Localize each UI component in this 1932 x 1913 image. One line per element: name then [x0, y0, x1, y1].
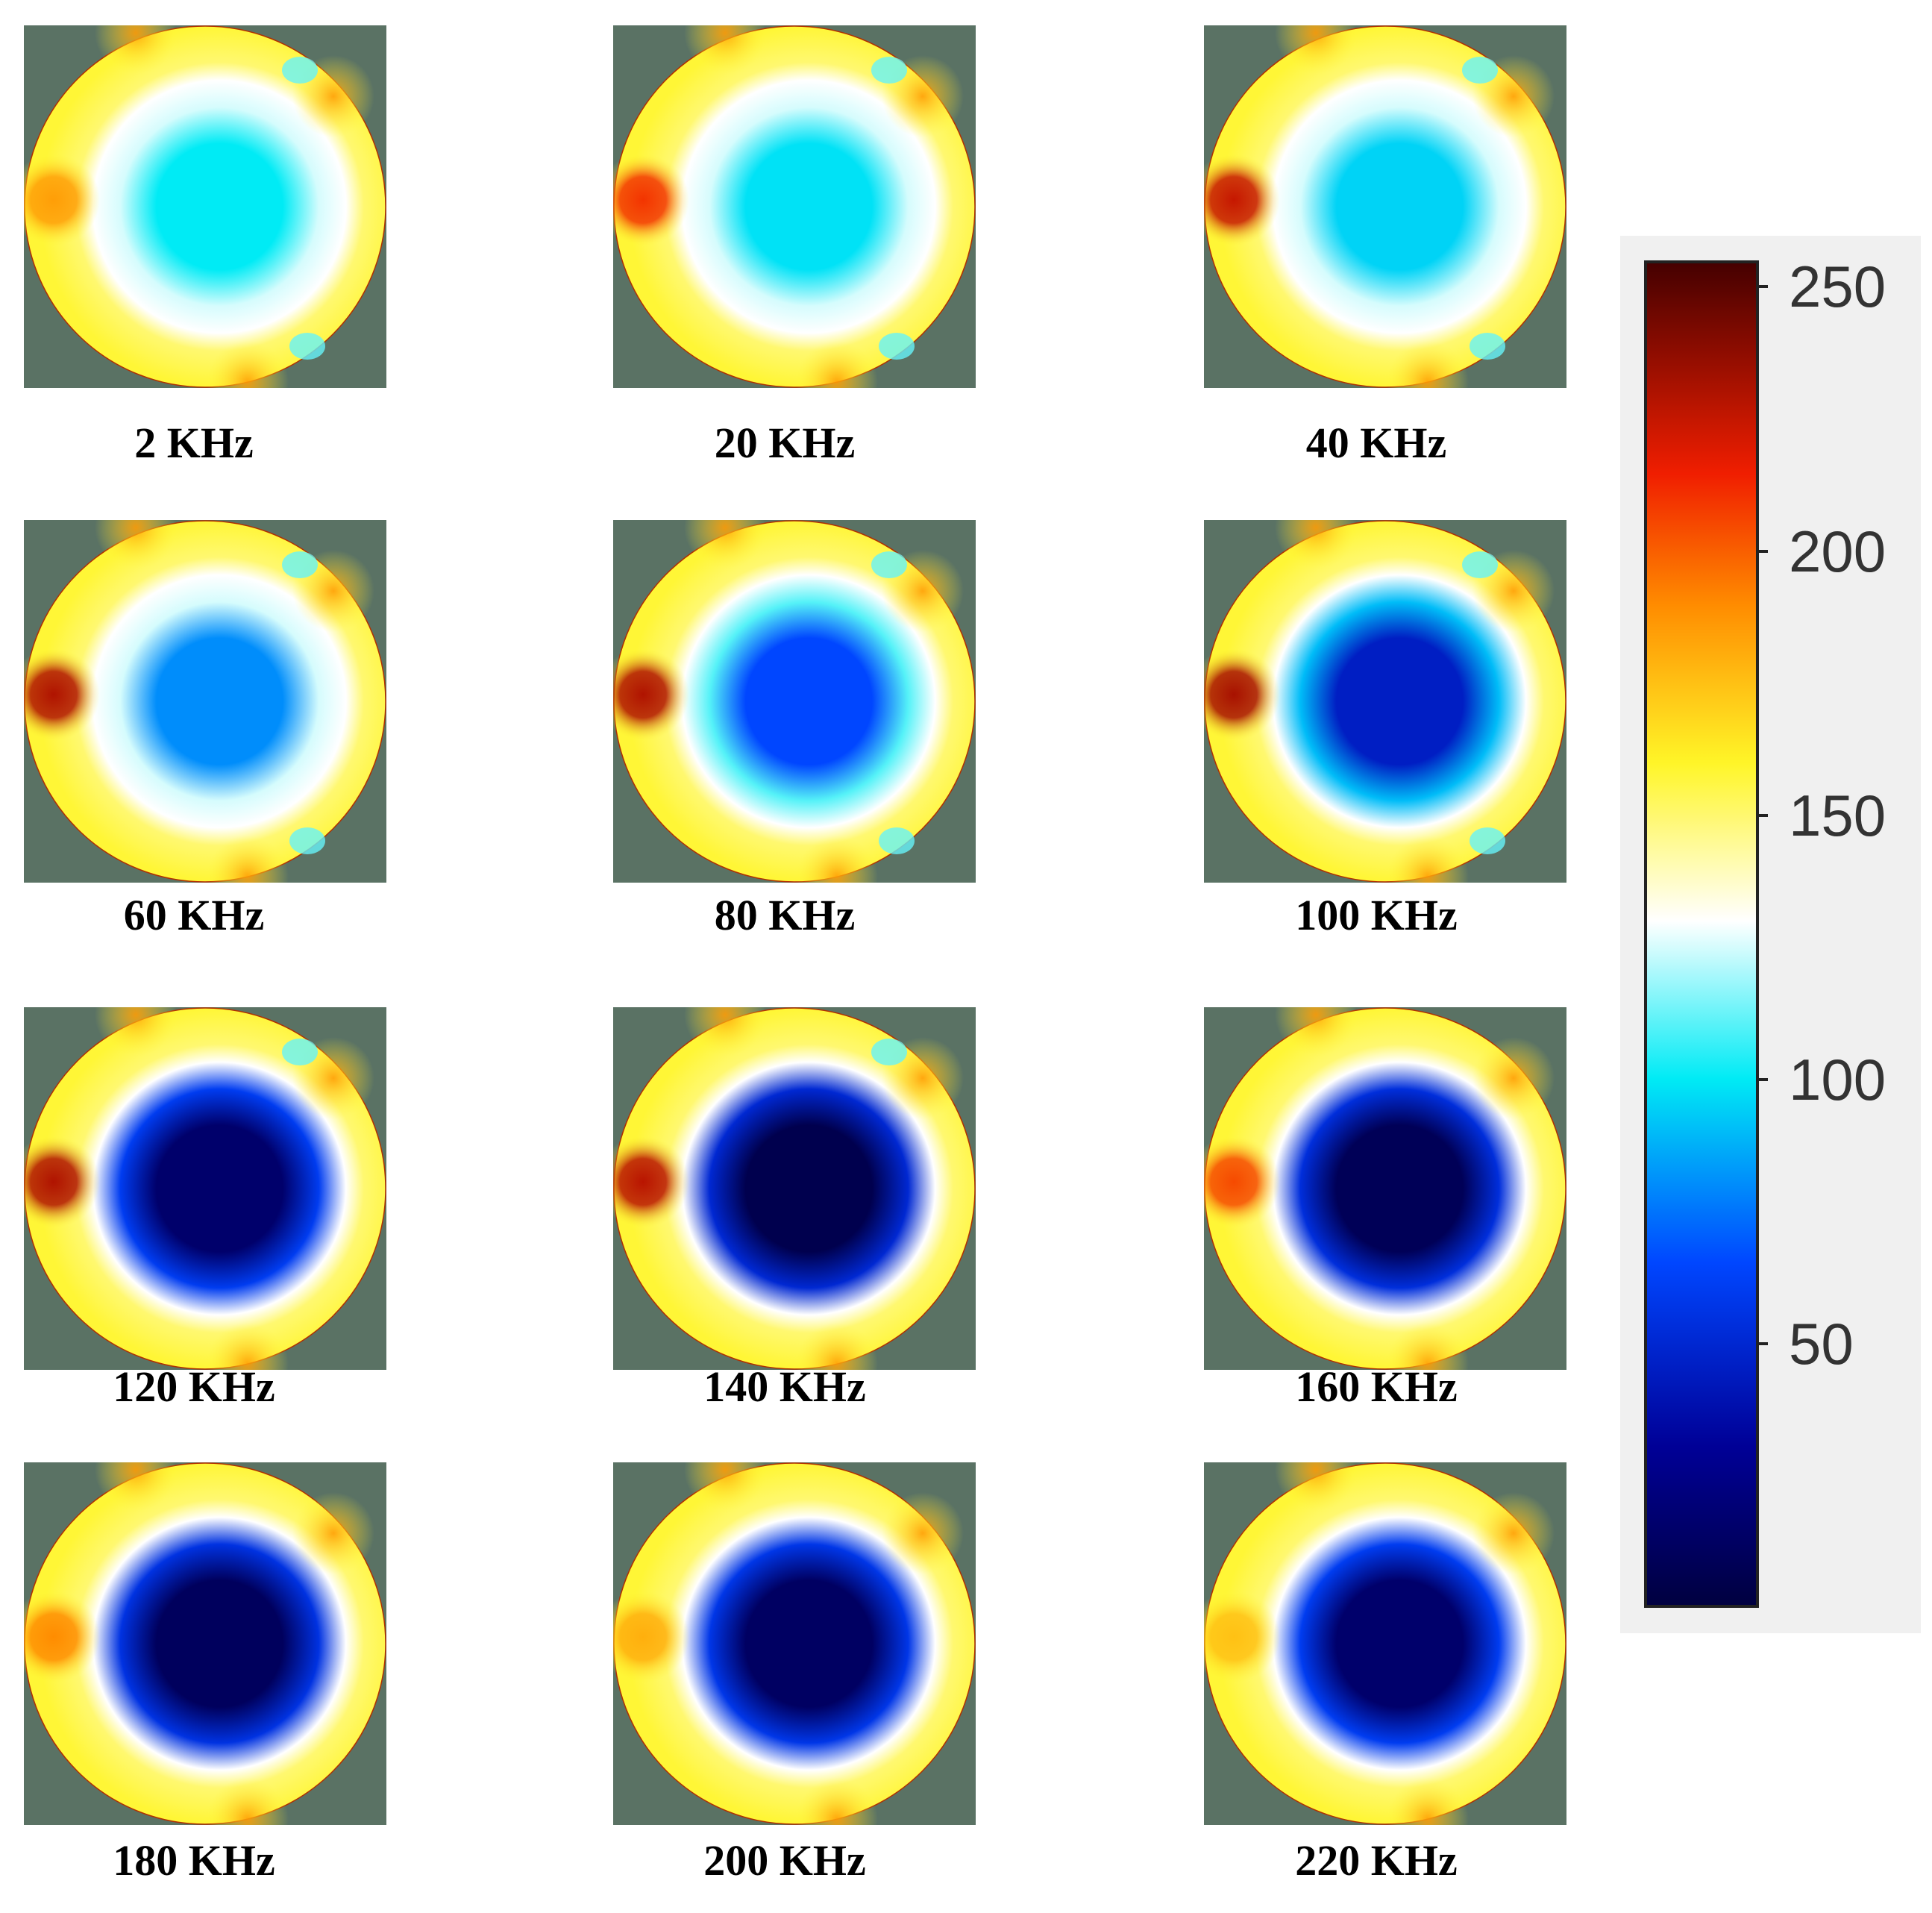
- edge-spot: [1472, 1037, 1555, 1119]
- edge-cool-spot: [871, 1039, 907, 1065]
- frequency-label: 20 KHz: [714, 419, 856, 467]
- edge-spot: [1275, 1462, 1357, 1511]
- edge-spot: [1387, 1778, 1469, 1825]
- left-hot-spot: [613, 1136, 689, 1228]
- edge-spot: [1472, 1492, 1555, 1574]
- edge-cool-spot: [289, 333, 325, 360]
- colorbar-tick: [1757, 549, 1768, 553]
- edge-spot: [95, 520, 177, 569]
- edge-cool-spot: [282, 1039, 318, 1065]
- edge-spot: [207, 1323, 289, 1370]
- colorbar-tick-label: 250: [1789, 254, 1886, 320]
- edge-cool-spot: [282, 57, 318, 84]
- edge-spot: [95, 1007, 177, 1056]
- edge-spot: [1387, 1323, 1469, 1370]
- frequency-label: 2 KHz: [134, 419, 254, 467]
- heatmap-panel: [1204, 25, 1566, 388]
- edge-cool-spot: [289, 827, 325, 854]
- colorbar-tick-label: 50: [1789, 1310, 1854, 1377]
- edge-spot: [1275, 520, 1357, 569]
- edge-spot: [684, 25, 766, 74]
- heatmap-panel: [613, 25, 976, 388]
- left-hot-spot: [1204, 154, 1280, 246]
- left-hot-spot: [24, 154, 100, 246]
- edge-spot: [684, 520, 766, 569]
- heatmap-panel: [24, 1007, 386, 1370]
- left-hot-spot: [24, 1591, 100, 1683]
- heatmap-panel: [613, 1462, 976, 1825]
- frequency-label: 200 KHz: [703, 1836, 866, 1885]
- frequency-label: 180 KHz: [113, 1836, 275, 1885]
- edge-cool-spot: [282, 551, 318, 578]
- colorbar-tick: [1757, 813, 1768, 817]
- frequency-label: 220 KHz: [1295, 1836, 1458, 1885]
- left-hot-spot: [1204, 648, 1280, 741]
- left-hot-spot: [613, 648, 689, 741]
- colorbar-tick-label: 150: [1789, 782, 1886, 848]
- frequency-label: 100 KHz: [1295, 891, 1458, 939]
- left-hot-spot: [1204, 1591, 1280, 1683]
- left-hot-spot: [24, 1136, 100, 1228]
- edge-spot: [95, 25, 177, 74]
- heatmap-panel: [613, 1007, 976, 1370]
- heatmap-panel: [24, 520, 386, 883]
- edge-cool-spot: [879, 827, 915, 854]
- frequency-label: 60 KHz: [123, 891, 265, 939]
- edge-spot: [207, 836, 289, 883]
- frequency-label: 40 KHz: [1305, 419, 1447, 467]
- edge-spot: [1387, 341, 1469, 388]
- edge-cool-spot: [871, 551, 907, 578]
- colorbar: 50 100 150 200 250: [1620, 236, 1921, 1633]
- edge-spot: [1387, 836, 1469, 883]
- edge-cool-spot: [1462, 551, 1498, 578]
- edge-spot: [796, 836, 878, 883]
- edge-cool-spot: [1462, 57, 1498, 84]
- edge-spot: [1275, 25, 1357, 74]
- edge-spot: [796, 1778, 878, 1825]
- left-hot-spot: [613, 154, 689, 246]
- edge-spot: [207, 341, 289, 388]
- edge-spot: [207, 1778, 289, 1825]
- colorbar-tick-label: 100: [1789, 1046, 1886, 1112]
- edge-spot: [684, 1462, 766, 1511]
- frequency-label: 160 KHz: [1295, 1362, 1458, 1411]
- heatmap-panel: [24, 25, 386, 388]
- colorbar-gradient: [1644, 260, 1759, 1608]
- left-hot-spot: [24, 648, 100, 741]
- edge-cool-spot: [871, 57, 907, 84]
- colorbar-tick: [1757, 1077, 1768, 1081]
- frequency-label: 140 KHz: [703, 1362, 866, 1411]
- heatmap-panel: [1204, 1007, 1566, 1370]
- frequency-label: 80 KHz: [714, 891, 856, 939]
- edge-spot: [882, 1492, 964, 1574]
- colorbar-tick-label: 200: [1789, 518, 1886, 584]
- heatmap-panel: [1204, 1462, 1566, 1825]
- heatmap-panel: [24, 1462, 386, 1825]
- edge-spot: [796, 341, 878, 388]
- edge-spot: [684, 1007, 766, 1056]
- edge-cool-spot: [1470, 333, 1505, 360]
- heatmap-panel: [1204, 520, 1566, 883]
- edge-spot: [292, 1492, 374, 1574]
- colorbar-tick: [1757, 285, 1768, 289]
- frequency-label: 120 KHz: [113, 1362, 275, 1411]
- heatmap-panel: [613, 520, 976, 883]
- edge-spot: [95, 1462, 177, 1511]
- edge-cool-spot: [1470, 827, 1505, 854]
- colorbar-tick: [1757, 1341, 1768, 1345]
- edge-spot: [796, 1323, 878, 1370]
- edge-cool-spot: [879, 333, 915, 360]
- left-hot-spot: [613, 1591, 689, 1683]
- left-hot-spot: [1204, 1136, 1280, 1228]
- edge-spot: [1275, 1007, 1357, 1056]
